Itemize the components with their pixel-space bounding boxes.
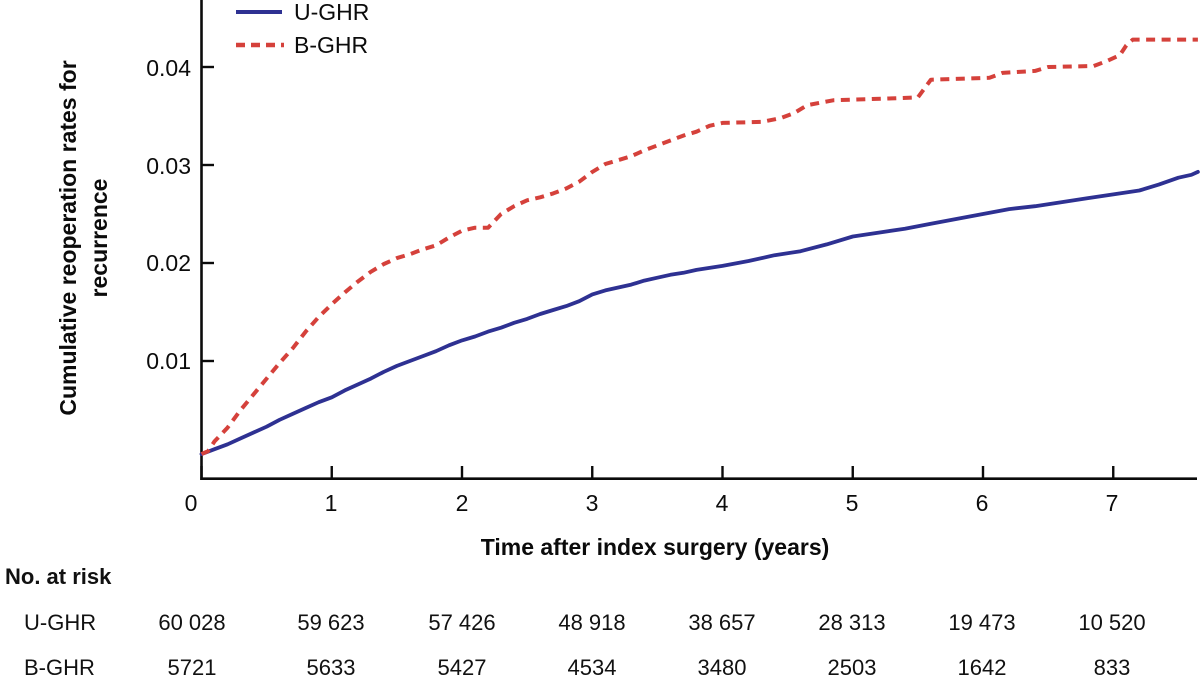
legend: U-GHR B-GHR — [236, 0, 369, 58]
risk-value: 5721 — [167, 655, 217, 680]
y-tick-0.04: 0.04 — [146, 55, 191, 81]
risk-value: 57 426 — [428, 610, 496, 635]
risk-value: 48 918 — [558, 610, 626, 635]
x-axis-title: Time after index surgery (years) — [481, 534, 830, 560]
y-tick-0.02: 0.02 — [146, 250, 191, 276]
ughr-curve — [199, 169, 1200, 457]
risk-value: 38 657 — [688, 610, 756, 635]
risk-value: 59 623 — [297, 610, 365, 635]
risk-row-ughr-label: U-GHR — [24, 610, 97, 635]
risk-value: 2503 — [827, 655, 877, 680]
bghr-curve — [200, 37, 1198, 456]
legend-ughr-label: U-GHR — [294, 0, 369, 25]
x-tick-6: 6 — [976, 490, 989, 516]
risk-table-title: No. at risk — [5, 564, 112, 589]
x-tick-7: 7 — [1106, 490, 1119, 516]
x-tick-labels: 0 1 2 3 4 5 6 7 — [185, 490, 1119, 516]
legend-bghr-label: B-GHR — [294, 32, 368, 58]
risk-value: 28 313 — [818, 610, 886, 635]
x-tick-0: 0 — [185, 490, 198, 516]
y-tick-0.01: 0.01 — [146, 348, 191, 374]
risk-row-bghr: B-GHR 5721 5633 5427 4534 3480 2503 1642 833 — [0, 655, 1200, 685]
risk-row-ughr: U-GHR 60 028 59 623 57 426 48 918 38 657 28 3… — [0, 610, 1200, 640]
risk-value: 10 520 — [1078, 610, 1146, 635]
x-tick-1: 1 — [325, 490, 338, 516]
y-tick-labels: 0.01 0.02 0.03 0.04 — [146, 55, 191, 374]
risk-value: 3480 — [697, 655, 747, 680]
risk-value: 4534 — [567, 655, 617, 680]
risk-value: 833 — [1093, 655, 1131, 680]
risk-value: 5427 — [437, 655, 487, 680]
y-tick-0.03: 0.03 — [146, 153, 191, 179]
risk-value: 1642 — [957, 655, 1007, 680]
y-axis-title-line2: recurrence — [86, 179, 112, 298]
risk-value: 5633 — [306, 655, 356, 680]
axis-tick-marks — [200, 65, 1115, 478]
x-tick-2: 2 — [456, 490, 469, 516]
risk-value: 60 028 — [158, 610, 226, 635]
x-tick-5: 5 — [846, 490, 859, 516]
y-axis-title-line1: Cumulative reoperation rates for — [55, 60, 81, 415]
x-tick-3: 3 — [586, 490, 599, 516]
chart-plot-area: U-GHR B-GHR 0.01 0.02 0.03 0.04 0 1 2 3 … — [55, 0, 1200, 560]
risk-value: 19 473 — [948, 610, 1016, 635]
risk-row-bghr-label: B-GHR — [24, 655, 95, 680]
x-tick-4: 4 — [716, 490, 729, 516]
